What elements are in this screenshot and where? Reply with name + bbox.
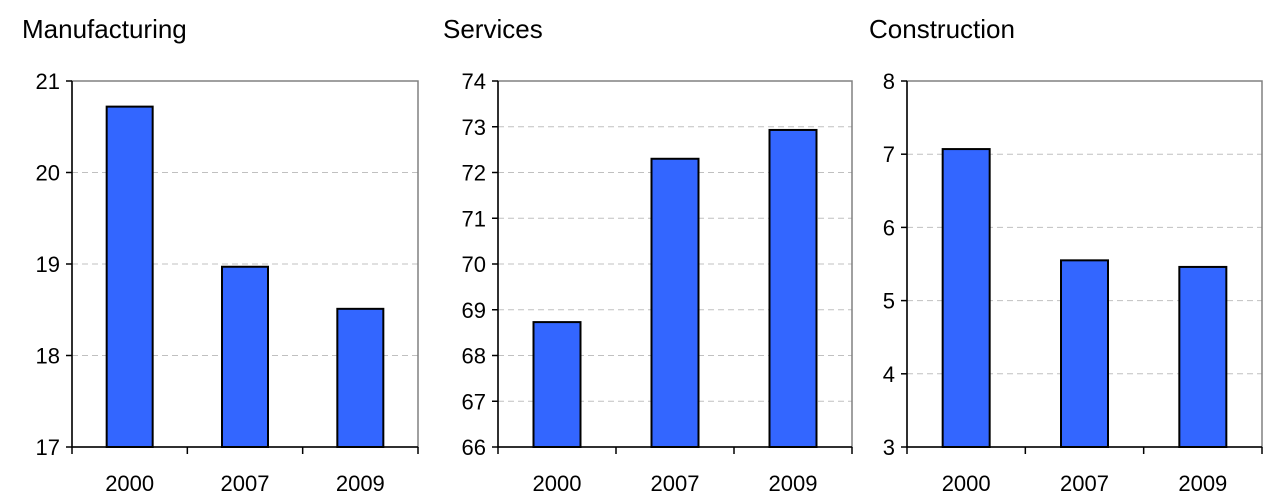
x-tick-label: 2009	[1178, 471, 1227, 496]
y-tick-label: 66	[462, 435, 486, 460]
y-tick-label: 19	[36, 252, 60, 277]
bar	[532, 321, 582, 449]
x-tick-label: 2007	[651, 471, 700, 496]
y-tick-label: 5	[883, 289, 895, 314]
chart-panel-services: Services 66 67 68 69 70 71 72 73 74 2000 2007 2009	[443, 14, 853, 496]
y-tick-label: 6	[883, 215, 895, 240]
y-tick-label: 21	[36, 69, 60, 94]
y-tick-label: 70	[462, 252, 486, 277]
y-tick-label: 7	[883, 142, 895, 167]
x-tick-label: 2009	[336, 471, 385, 496]
y-tick-label: 20	[36, 161, 60, 186]
chart-title: Services	[443, 14, 543, 44]
y-tick-label: 68	[462, 344, 486, 369]
chart-panel-manufacturing: Manufacturing 17 18 19 20 21 2000 2007 2009	[22, 14, 419, 496]
y-tick-label: 73	[462, 115, 486, 140]
y-tick-label: 4	[883, 362, 895, 387]
x-tick-label: 2009	[769, 471, 818, 496]
x-tick-label: 2007	[221, 471, 270, 496]
y-tick-label: 8	[883, 69, 895, 94]
y-tick-label: 71	[462, 206, 486, 231]
bar	[221, 265, 269, 448]
chart-title: Construction	[869, 14, 1015, 44]
x-tick-label: 2007	[1060, 471, 1109, 496]
bar	[1178, 265, 1228, 449]
y-tick-label: 18	[36, 344, 60, 369]
bar	[336, 307, 385, 448]
bar	[105, 105, 154, 449]
y-tick-label: 67	[462, 389, 486, 414]
bar	[1060, 259, 1109, 448]
y-tick-label: 17	[36, 435, 60, 460]
y-tick-label: 74	[462, 69, 486, 94]
y-tick-label: 69	[462, 298, 486, 323]
chart-panel-construction: Construction 3 4 5 6 7 8 2000 2007 2009	[869, 14, 1263, 496]
x-tick-label: 2000	[105, 471, 154, 496]
x-tick-label: 2000	[533, 471, 582, 496]
chart-title: Manufacturing	[22, 14, 187, 44]
x-tick-label: 2000	[942, 471, 991, 496]
y-tick-label: 72	[462, 161, 486, 186]
y-tick-label: 3	[883, 435, 895, 460]
bar	[650, 157, 700, 448]
bar	[941, 148, 991, 449]
bar	[768, 128, 818, 448]
